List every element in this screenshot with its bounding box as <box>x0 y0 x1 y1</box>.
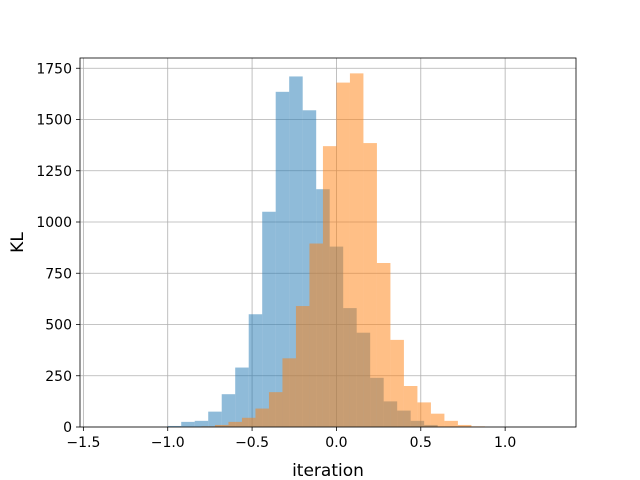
histogram-bar-series-1 <box>275 91 290 427</box>
plot-frame <box>79 57 577 428</box>
histogram-bar-series-2 <box>376 263 391 427</box>
histogram-bar-series-2 <box>363 143 377 427</box>
histogram-bar-series-1 <box>208 411 222 427</box>
axes: −1.5 −1.0 −0.5 0.0 0.5 1.0 0 250 500 750 1000 1250 1… <box>36 61 516 451</box>
x-tick-label: −1.0 <box>151 435 185 451</box>
histogram-bar-series-1 <box>235 367 249 427</box>
histogram-bar-series-2 <box>390 339 404 427</box>
histogram-bar-series-2 <box>255 408 269 427</box>
histogram-bar-series-2 <box>214 424 229 427</box>
y-tick-label: 750 <box>45 266 72 282</box>
y-tick-label: 1750 <box>36 61 72 77</box>
histogram-bar-series-2 <box>241 417 256 427</box>
y-tick-label: 1500 <box>36 113 72 129</box>
histogram-bar-series-1 <box>167 425 182 427</box>
y-tick-label: 250 <box>45 369 72 385</box>
histogram-bar-series-2 <box>349 73 364 427</box>
histogram-bar-series-1 <box>248 314 263 427</box>
grid-lines <box>80 58 576 428</box>
x-tick-label: 0.0 <box>325 435 347 451</box>
histogram-bar-series-2 <box>295 306 310 427</box>
x-tick-label: −0.5 <box>235 435 269 451</box>
y-tick-label: 0 <box>63 420 72 436</box>
histogram-bar-series-2 <box>309 243 323 427</box>
histogram-bar-series-2 <box>430 413 445 427</box>
y-tick-label: 1000 <box>36 215 72 231</box>
histogram-bar-series-2 <box>336 82 350 427</box>
histogram-bar-series-2 <box>403 386 418 427</box>
histogram-bar-series-2 <box>228 421 242 427</box>
y-tick-label: 1250 <box>36 164 72 180</box>
histogram-bar-series-2 <box>322 146 337 427</box>
histogram-bar-series-2 <box>268 392 283 427</box>
x-tick-label: 1.0 <box>494 435 516 451</box>
x-tick-label: −1.5 <box>66 435 100 451</box>
histogram-bar-series-1 <box>181 421 195 427</box>
histogram-bar-series-2 <box>282 358 296 427</box>
histogram-bar-series-1 <box>194 420 209 427</box>
histogram-bars <box>167 73 485 428</box>
histogram-bar-series-1 <box>262 211 276 427</box>
histogram-bar-series-1 <box>221 394 236 427</box>
histogram-bar-series-2 <box>417 402 431 427</box>
y-axis-label: KL <box>8 232 28 253</box>
x-tick-label: 0.5 <box>410 435 432 451</box>
histogram-bar-series-2 <box>444 420 458 427</box>
x-axis-label: iteration <box>292 461 364 480</box>
histogram-bar-series-2 <box>457 424 472 427</box>
y-tick-label: 500 <box>45 318 72 334</box>
